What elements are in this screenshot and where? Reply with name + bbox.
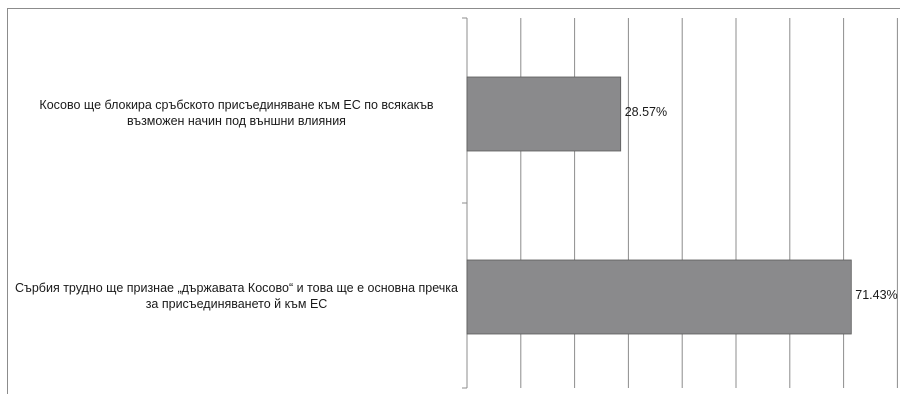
chart-frame bbox=[7, 8, 900, 394]
value-label-serbia-recognition: 71.43% bbox=[855, 288, 898, 302]
category-label-serbia-recognition: Сърбия трудно ще признае „държавата Косо… bbox=[15, 281, 458, 311]
bar-0 bbox=[466, 76, 622, 152]
bar-1 bbox=[466, 259, 852, 335]
value-label-kosovo-block: 28.57% bbox=[624, 105, 668, 119]
category-label-kosovo-block: Косово ще блокира сръбското присъединява… bbox=[39, 98, 434, 128]
